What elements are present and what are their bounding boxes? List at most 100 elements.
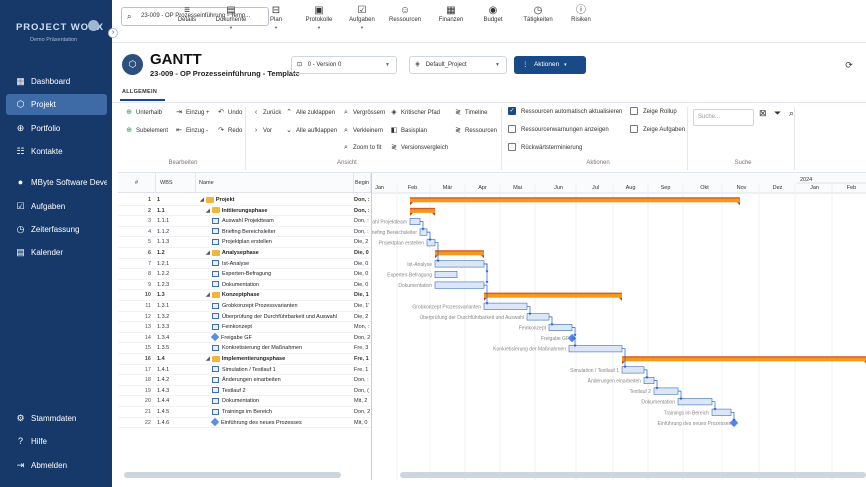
row-name-cell[interactable]: Überprüfung der Durchführbarkeit und Aus… (196, 312, 354, 323)
sidebar-item-project[interactable]: ⬡ Projekt (6, 94, 107, 115)
table-row[interactable]: 3 1.1.1 Auswahl Projektteam Don, : (118, 216, 371, 227)
table-row[interactable]: 5 1.1.3 Projektplan erstellen Die, 2 (118, 237, 371, 248)
table-row[interactable]: 14 1.3.4 Freigabe GF Don, 2 (118, 333, 371, 344)
clear-filter-icon[interactable]: ⊠ (759, 108, 767, 118)
table-row[interactable]: 6 1.2 ◢ Analysephase Die, 0 (118, 248, 371, 259)
table-row[interactable]: 1 1 ◢ Projekt Don, : (118, 195, 371, 206)
row-name-cell[interactable]: Trainings im Bereich (196, 407, 354, 418)
col-header-num[interactable]: # (118, 173, 156, 193)
row-name-cell[interactable]: ◢ Projekt (196, 195, 354, 206)
row-name-cell[interactable]: Freigabe GF (196, 333, 354, 344)
auto-update-resources-checkbox[interactable]: ✓ Ressourcen automatisch aktualisieren (508, 107, 622, 118)
task-bar[interactable] (483, 302, 528, 310)
table-row[interactable]: 19 1.4.3 Testlauf 2 Don, ( (118, 386, 371, 397)
critical-path-button[interactable]: ◈ Kritischer Pfad (390, 107, 440, 119)
task-bar[interactable] (419, 228, 428, 236)
table-row[interactable]: 16 1.4 ◢ Implementierungsphase Fre, 1 (118, 354, 371, 365)
back-button[interactable]: ‹ Zurück (252, 107, 282, 119)
row-name-cell[interactable]: Änderungen einarbeiten (196, 375, 354, 386)
row-name-cell[interactable]: Konkretisierung der Maßnahmen (196, 343, 354, 354)
logo[interactable]: PROJECT WORX Demo Präsentation (0, 0, 112, 58)
table-row[interactable]: 17 1.4.1 Simulation / Testlauf 1 Fre, 1 (118, 365, 371, 376)
insert-below-button[interactable]: ⊕ Unterhalb (125, 107, 162, 119)
col-header-wbs[interactable]: WBS (156, 173, 196, 193)
show-rollup-checkbox[interactable]: Zeige Rollup (630, 107, 677, 118)
table-row[interactable]: 15 1.3.5 Konkretisierung der Maßnahmen Fre,… (118, 343, 371, 354)
task-bar[interactable] (434, 260, 485, 268)
table-row[interactable]: 2 1.1 ◢ Initiierungsphase Don, : (118, 206, 371, 217)
row-name-cell[interactable]: ◢ Konzeptphase (196, 290, 354, 301)
col-header-name[interactable]: Name (196, 173, 354, 193)
summary-bar[interactable] (435, 250, 484, 256)
sidebar-item-tasks[interactable]: ☑ Aufgaben (6, 196, 107, 217)
row-name-cell[interactable]: Einführung des neues Prozesses (196, 417, 354, 429)
collapse-triangle-icon[interactable]: ◢ (206, 356, 210, 362)
forward-button[interactable]: › Vor (252, 125, 272, 137)
row-name-cell[interactable]: ◢ Implementierungsphase (196, 354, 354, 365)
table-row[interactable]: 10 1.3 ◢ Konzeptphase Die, 1 (118, 290, 371, 301)
sidebar-item-contacts[interactable]: ☷ Kontakte (6, 141, 107, 162)
row-name-cell[interactable]: ◢ Initiierungsphase (196, 206, 354, 217)
sidebar-item-calendar[interactable]: ▤ Kalender (6, 242, 107, 263)
table-row[interactable]: 22 1.4.6 Einführung des neues Prozesses Mit… (118, 417, 371, 429)
collapse-all-button[interactable]: ⌃ Alle zuklappen (285, 107, 335, 119)
row-name-cell[interactable]: Dokumentation (196, 396, 354, 407)
task-bar[interactable] (653, 387, 679, 395)
timeline-horizontal-scrollbar[interactable] (400, 472, 866, 478)
topnav-protokolle[interactable]: ▣ Protokolle ▼ (295, 4, 343, 30)
show-tasks-checkbox[interactable]: Zeige Aufgaben (630, 125, 685, 136)
row-name-cell[interactable]: Testlauf 2 (196, 386, 354, 397)
task-bar[interactable] (677, 398, 713, 406)
resource-warnings-checkbox[interactable]: Ressourcenwarnungen anzeigen (508, 125, 609, 136)
collapse-triangle-icon[interactable]: ◢ (200, 197, 204, 203)
task-bar[interactable] (643, 377, 655, 385)
row-name-cell[interactable]: ◢ Analysephase (196, 248, 354, 259)
table-row[interactable]: 21 1.4.5 Trainings im Bereich Don, 2 (118, 407, 371, 418)
actions-button[interactable]: ⋮ Aktionen ▾ (514, 56, 586, 74)
project-select[interactable]: ⋕ Default_Project ▼ (409, 56, 507, 74)
topnav-dokumente[interactable]: ▤ Dokumente ▼ (207, 4, 255, 30)
indent-plus-button[interactable]: ⇥ Einzug + (175, 107, 209, 119)
col-header-begin[interactable]: Begin (354, 173, 371, 193)
backward-scheduling-checkbox[interactable]: Rückwärtsterminierung (508, 143, 582, 154)
sidebar-item-help[interactable]: ? Hilfe (6, 431, 107, 452)
filter-icon[interactable]: ⏷ (774, 108, 782, 118)
topnav-aufgaben[interactable]: ☑ Aufgaben ▼ (338, 4, 386, 30)
sidebar-item-gear[interactable]: ⚙ Stammdaten (6, 408, 107, 429)
task-bar[interactable] (568, 345, 623, 353)
table-row[interactable]: 12 1.3.2 Überprüfung der Durchführbarkeit … (118, 312, 371, 323)
task-bar[interactable] (434, 271, 458, 279)
version-select[interactable]: ⊡ 0 - Version 0 ▼ (291, 56, 397, 74)
search-icon[interactable]: ⌕ (789, 108, 795, 118)
row-name-cell[interactable]: Dokumentation (196, 280, 354, 291)
refresh-icon[interactable]: ⟳ (845, 60, 853, 70)
summary-bar[interactable] (410, 207, 435, 213)
subelement-button[interactable]: ⊕ Subelement (125, 125, 168, 137)
task-bar[interactable] (548, 324, 573, 332)
topnav-details[interactable]: ≡ Details (163, 4, 211, 23)
row-name-cell[interactable]: Auswahl Projektteam (196, 216, 354, 227)
indent-minus-button[interactable]: ⇤ Einzug - (175, 125, 208, 137)
collapse-triangle-icon[interactable]: ◢ (206, 250, 210, 256)
table-row[interactable]: 7 1.2.1 Ist-Analyse Die, 0 (118, 259, 371, 270)
table-row[interactable]: 20 1.4.4 Dokumentation Mit, 2 (118, 396, 371, 407)
grid-horizontal-scrollbar[interactable] (124, 472, 341, 478)
task-bar[interactable] (426, 239, 436, 247)
table-row[interactable]: 18 1.4.2 Änderungen einarbeiten Don, : (118, 375, 371, 386)
task-bar[interactable] (409, 217, 421, 225)
table-row[interactable]: 4 1.1.2 Briefing Bereichsleiter Don, : (118, 227, 371, 238)
redo-button[interactable]: ↷ Redo (217, 125, 242, 137)
sidebar-item-dashboard[interactable]: ▦ Dashboard (6, 71, 107, 92)
project-search-input[interactable]: ⌕ 23-009 - OP Prozesseinführung - Temp..… (121, 7, 269, 26)
undo-button[interactable]: ↶ Undo (217, 107, 242, 119)
table-row[interactable]: 8 1.2.2 Experten-Befragung Die, 0 (118, 269, 371, 280)
table-row[interactable]: 11 1.3.1 Grobkonzept Prozessvarianten Die, … (118, 301, 371, 312)
sidebar-item-portfolio[interactable]: ⊕ Portfolio (6, 118, 107, 139)
topnav-ressourcen[interactable]: ☺ Ressourcen (381, 4, 429, 23)
row-name-cell[interactable]: Projektplan erstellen (196, 237, 354, 248)
row-name-cell[interactable]: Grobkonzept Prozessvarianten (196, 301, 354, 312)
task-bar[interactable] (434, 281, 485, 289)
row-name-cell[interactable]: Simulation / Testlauf 1 (196, 365, 354, 376)
zoom-out-button[interactable]: ⌕ Verkleinern (342, 125, 383, 137)
row-name-cell[interactable]: Experten-Befragung (196, 269, 354, 280)
